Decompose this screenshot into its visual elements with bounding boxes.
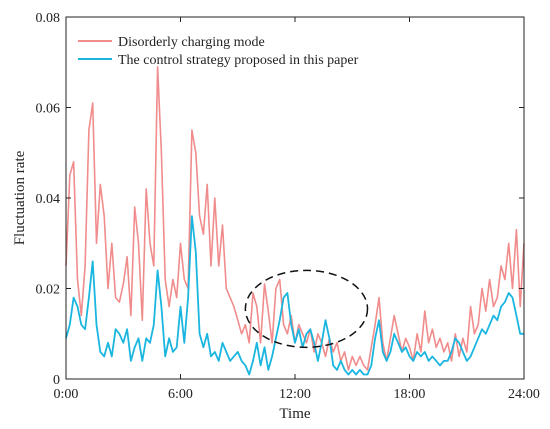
y-axis-title: Fluctuation rate xyxy=(12,150,28,245)
x-tick-label: 18:00 xyxy=(394,387,426,402)
y-tick-label: 0.02 xyxy=(36,283,61,298)
plot-lines xyxy=(65,66,525,376)
y-tick-label: 0 xyxy=(53,373,60,388)
x-tick-label: 6:00 xyxy=(168,387,193,402)
y-axis-ticks: 0 0.02 0.04 0.06 0.08 xyxy=(36,11,524,388)
x-axis-ticks: 0:00 6:00 12:00 18:00 24:00 xyxy=(54,17,540,402)
legend-label-1: Disorderly charging mode xyxy=(118,35,265,50)
y-tick-label: 0.08 xyxy=(36,11,61,26)
y-tick-label: 0.06 xyxy=(36,102,61,117)
series-line-1 xyxy=(65,66,525,371)
y-tick-label: 0.04 xyxy=(36,192,61,207)
plot-frame xyxy=(65,16,525,380)
x-tick-label: 12:00 xyxy=(279,387,311,402)
x-tick-label: 0:00 xyxy=(54,387,79,402)
x-axis-title: Time xyxy=(279,406,310,422)
series-line-2 xyxy=(65,215,524,376)
dashed-ellipse-annotation xyxy=(244,269,369,349)
legend-label-2: The control strategy proposed in this pa… xyxy=(118,53,359,68)
x-tick-label: 24:00 xyxy=(508,387,540,402)
legend: Disorderly charging mode The control stra… xyxy=(78,35,359,68)
